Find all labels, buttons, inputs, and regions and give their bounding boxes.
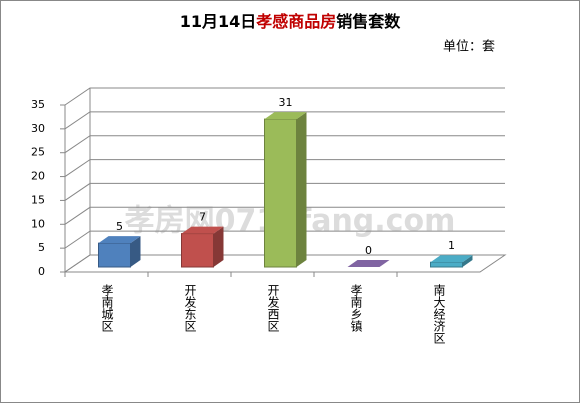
- data-label: 5: [116, 220, 123, 233]
- bar-top: [98, 236, 141, 244]
- y-tick-label: 15: [31, 193, 45, 206]
- title-part: 11月14日: [180, 12, 257, 31]
- bar: [98, 236, 141, 268]
- bar-top: [264, 112, 307, 120]
- unit-label: 单位：套: [443, 39, 495, 55]
- bar-side: [213, 226, 224, 267]
- y-tick-label: 10: [31, 217, 45, 230]
- y-tick-label: 0: [38, 265, 45, 278]
- bar-top: [430, 255, 473, 263]
- data-label: 31: [279, 96, 293, 109]
- bar-front: [430, 261, 463, 268]
- bar-front: [98, 242, 131, 268]
- x-tick-label: 南大经济区: [432, 283, 446, 344]
- bar-top: [181, 226, 224, 234]
- y-tick-label: 30: [31, 122, 45, 135]
- y-tick-label: 25: [31, 146, 45, 159]
- x-tick-label: 开发西区: [266, 284, 280, 332]
- chart-title: 11月14日孝感商品房销售套数: [180, 12, 402, 31]
- data-label: 7: [199, 211, 206, 224]
- bar-front: [181, 233, 214, 268]
- title-part: 销售套数: [336, 12, 401, 31]
- bar-side: [130, 236, 141, 267]
- bar-front: [264, 118, 297, 268]
- x-tick-label: 孝南乡镇: [349, 284, 363, 333]
- y-tick-label: 35: [31, 98, 45, 111]
- x-tick-label: 开发东区: [183, 284, 197, 332]
- y-tick-label: 20: [31, 170, 45, 183]
- y-tick-label: 5: [38, 241, 45, 254]
- bar: [430, 255, 473, 268]
- grid-line: [64, 135, 505, 154]
- data-label: 1: [448, 239, 455, 252]
- title-part: 孝感商品房: [255, 12, 336, 31]
- grid-line: [64, 111, 505, 130]
- grid-line: [64, 87, 505, 106]
- bar-side: [296, 112, 307, 267]
- grid-line: [64, 159, 505, 177]
- grid-line: [64, 182, 505, 201]
- grid-line: [64, 206, 505, 225]
- grid-line: [64, 230, 505, 249]
- bar: [181, 226, 224, 268]
- grid-line: [64, 254, 505, 273]
- data-label: 0: [365, 244, 372, 257]
- bar: [264, 112, 307, 268]
- bar-top: [347, 260, 390, 267]
- bar: [347, 260, 390, 267]
- x-tick-label: 孝南城区: [100, 284, 114, 332]
- bar-side: [462, 255, 473, 267]
